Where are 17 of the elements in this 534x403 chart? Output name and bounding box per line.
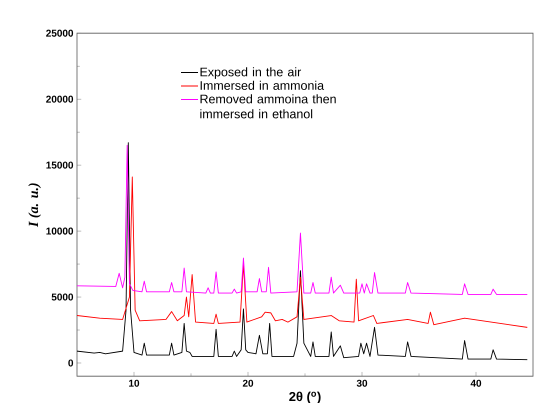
x-tick-label: 10 bbox=[129, 380, 140, 387]
y-tick-label: 25000 bbox=[46, 30, 74, 37]
y-tick-label: 20000 bbox=[46, 96, 74, 103]
x-tick-label: 30 bbox=[356, 380, 368, 387]
x-tick-label: 20 bbox=[242, 380, 254, 387]
y-tick-label: 0 bbox=[68, 359, 74, 367]
line-series bbox=[77, 144, 528, 295]
legend-label: Removed ammoina then immersed in ethanol bbox=[200, 94, 336, 118]
legend-label: Exposed in the air bbox=[200, 67, 302, 79]
line-series bbox=[77, 142, 528, 360]
line-series bbox=[77, 176, 528, 328]
y-tick-label: 15000 bbox=[46, 162, 74, 169]
y-axis-title: I (a. u.) bbox=[28, 183, 41, 228]
y-tick-label: 10000 bbox=[46, 228, 74, 235]
x-tick-label: 40 bbox=[470, 380, 482, 387]
legend-label: Immersed in ammonia bbox=[200, 80, 324, 90]
y-tick-label: 5000 bbox=[52, 294, 74, 301]
